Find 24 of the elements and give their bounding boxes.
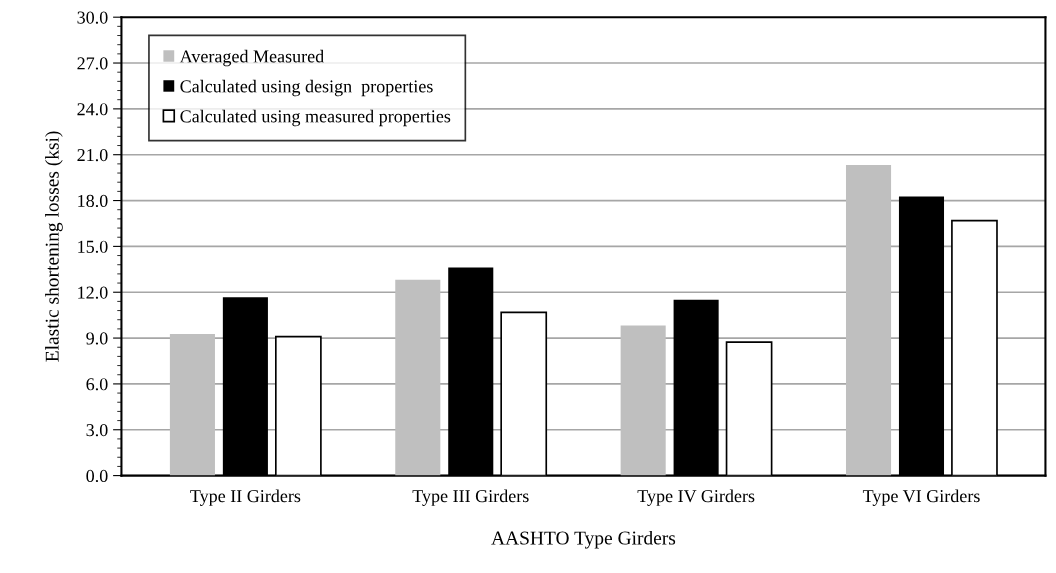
x-tick-label: Type IV Girders	[637, 489, 755, 506]
y-tick-label: 3.0	[86, 424, 108, 437]
y-tick-label: 21.0	[77, 148, 108, 162]
y-tick-label: 0.0	[86, 469, 108, 483]
y-tick-label: 30.0	[77, 11, 108, 24]
y-tick-label: 6.0	[86, 378, 108, 391]
y-tick-label: 24.0	[77, 103, 108, 116]
y-tick-label: 12.0	[78, 286, 108, 299]
bar	[845, 164, 892, 476]
bar	[620, 325, 666, 476]
x-tick-label: Type II Girders	[190, 489, 301, 506]
y-tick-label: 15.0	[78, 240, 108, 253]
y-tick-label: 18.0	[78, 194, 108, 208]
legend-label: Calculated using measured properties	[180, 109, 451, 127]
y-tick-label: 9.0	[86, 332, 108, 345]
legend-label: Averaged Measured	[179, 49, 324, 67]
bar	[169, 333, 215, 476]
bar	[395, 279, 441, 476]
x-tick-label: Type III Girders	[412, 489, 529, 506]
y-axis-title: Elastic shortening losses (ksi)	[45, 131, 63, 362]
legend-label: Calculated using design properties	[180, 79, 433, 97]
y-tick-label: 27.0	[77, 57, 108, 70]
x-tick-label: Type VI Girders	[862, 489, 980, 506]
x-axis-title: AASHTO Type Girders	[491, 530, 676, 549]
